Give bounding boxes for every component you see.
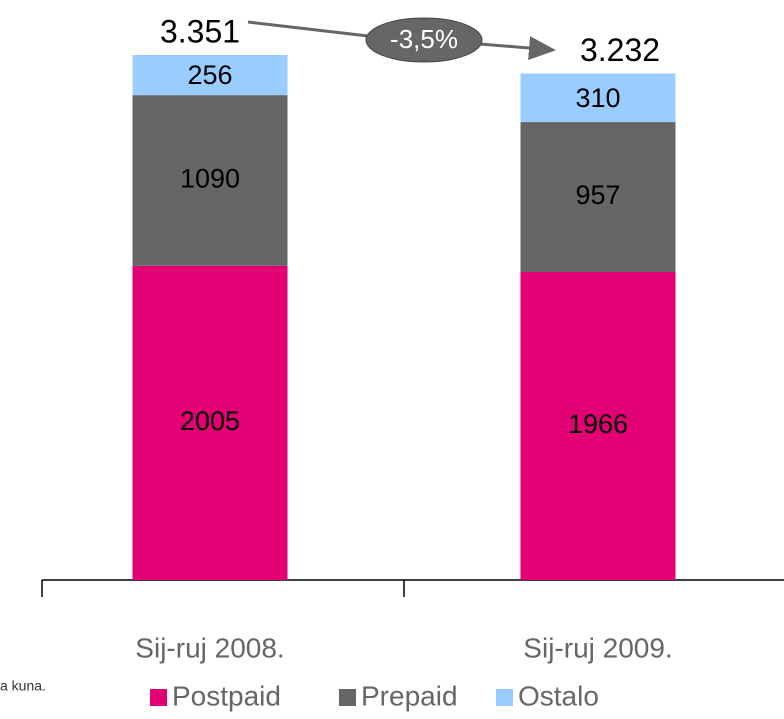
segment-label: 1090 [180, 164, 240, 194]
bar-segment [132, 55, 288, 96]
legend-swatch [496, 689, 513, 706]
segment-label: 1966 [568, 409, 628, 439]
legend-swatch [150, 689, 167, 706]
legend-label: Prepaid [361, 680, 458, 711]
total-label: 3.232 [580, 32, 660, 68]
change-badge [365, 17, 483, 63]
segment-label: 256 [187, 60, 232, 90]
x-tick-label: Sij-ruj 2009. [523, 632, 672, 663]
footnote: a kuna. [0, 678, 46, 694]
bar-segment [132, 265, 288, 580]
change-arrow [479, 36, 556, 60]
total-label: 3.351 [160, 13, 240, 49]
segment-label: 957 [575, 180, 620, 210]
legend-label: Postpaid [172, 680, 281, 711]
x-tick-label: Sij-ruj 2008. [135, 632, 284, 663]
segment-label: 310 [575, 83, 620, 113]
change-arrow [247, 20, 369, 38]
bar-segment [132, 95, 288, 266]
change-label: -3,5% [390, 24, 458, 54]
segment-label: 2005 [180, 406, 240, 436]
bar-segment [520, 271, 676, 580]
legend-swatch [339, 689, 356, 706]
bar-segment [520, 122, 676, 272]
bar-segment [520, 73, 676, 123]
legend-label: Ostalo [518, 680, 599, 711]
